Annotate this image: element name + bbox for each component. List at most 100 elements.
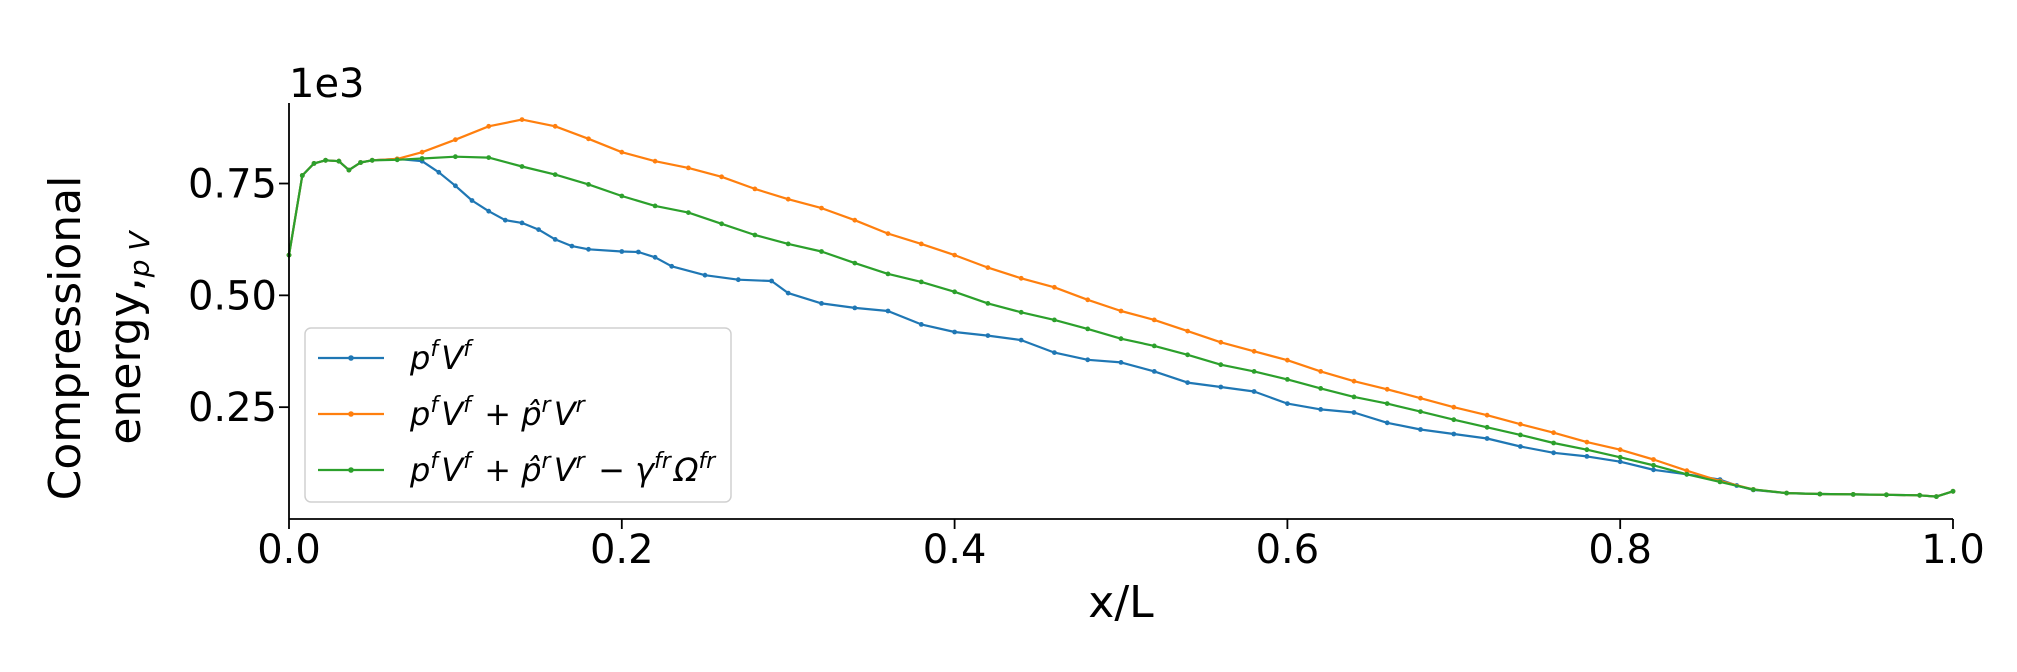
data-point [852,260,858,266]
data-point [1551,430,1556,436]
y-axis-title-line1: Compressional [40,176,91,501]
data-point [453,154,458,160]
data-point [1151,343,1157,349]
data-point [1750,487,1756,492]
x-tick-label: 0.8 [1588,527,1652,573]
data-point [686,210,691,216]
data-point [519,220,525,226]
data-point [1285,401,1290,406]
data-point [1052,317,1057,323]
data-point [1018,275,1024,281]
data-point [586,136,591,142]
data-point [1850,492,1856,497]
plot-area [286,117,1956,499]
data-point [719,174,724,180]
data-point [918,322,924,327]
data-point [1418,427,1423,432]
data-point [852,305,858,311]
data-point [1151,317,1157,323]
y-axis-title-line2: energy,p V [100,230,156,445]
data-point [785,196,791,202]
data-point [885,231,891,237]
data-point [1185,380,1190,385]
data-point [918,279,924,285]
data-point [702,272,708,278]
data-point [394,157,400,163]
data-point [619,249,625,254]
data-point [686,165,691,171]
x-tick-label: 1.0 [1921,527,1985,573]
data-point [985,265,991,270]
data-point [586,182,591,187]
data-point [652,203,658,209]
data-point [1418,395,1423,401]
data-point [985,333,991,338]
legend-marker [348,467,354,473]
data-point [1085,297,1091,303]
data-point [1018,309,1024,315]
data-point [1551,450,1556,456]
y-tick-label: 0.25 [188,385,277,431]
data-point [436,169,442,175]
data-point [819,301,824,306]
data-point [652,158,658,164]
data-point [486,123,492,129]
data-point [519,164,525,169]
data-point [552,123,558,129]
x-tick-label: 0.4 [923,527,987,573]
legend-label: pf Vf [409,337,474,377]
data-point [1318,386,1324,391]
data-point [1651,467,1656,473]
data-point [311,161,317,166]
data-point [336,158,342,164]
data-point [1484,424,1490,430]
data-point [1285,357,1290,363]
data-point [752,186,758,192]
data-point [358,160,363,165]
data-point [852,217,858,223]
data-point [1218,339,1224,345]
data-point [1351,394,1357,400]
y-axis-title-subscript: p V [123,230,156,279]
data-point [299,173,305,178]
data-point [769,278,774,284]
data-point [469,198,475,203]
data-point [1118,308,1124,314]
data-point [952,329,957,335]
data-point [918,241,924,247]
legend: pf Vf pf Vf + p̂r Vr pf Vf + p̂r Vr − γf… [304,327,732,503]
data-point [1451,404,1457,410]
data-point [952,252,957,258]
data-point [1185,352,1190,358]
data-point [502,217,508,223]
data-point [819,205,824,211]
x-tick-label: 0.2 [590,527,654,573]
data-point [1784,490,1789,496]
data-point [1185,328,1190,334]
legend-label: pf Vf + p̂r Vr [409,393,588,433]
data-point [885,271,891,277]
y-axis-title-energy: energy, [100,277,151,444]
data-point [1717,479,1723,485]
data-point [1617,454,1623,460]
y-tick-label: 0.75 [188,162,277,208]
data-point [1151,369,1157,374]
x-tick-label: 0.0 [257,527,321,573]
data-point [652,254,658,260]
data-point [1651,457,1656,462]
data-point [619,193,625,199]
data-point [1484,412,1490,418]
data-point [1684,471,1690,477]
data-point [569,243,575,249]
data-point [1451,417,1457,423]
data-point [1884,492,1889,498]
data-point [1118,336,1124,342]
legend-box [304,327,732,503]
data-point [346,167,352,173]
data-point [1118,360,1124,365]
data-point [1651,462,1656,468]
data-point [586,246,591,252]
data-point [1384,386,1390,392]
legend-label: pf Vf + p̂r Vr − γfr Ωfr [409,449,718,489]
data-point [669,263,675,269]
